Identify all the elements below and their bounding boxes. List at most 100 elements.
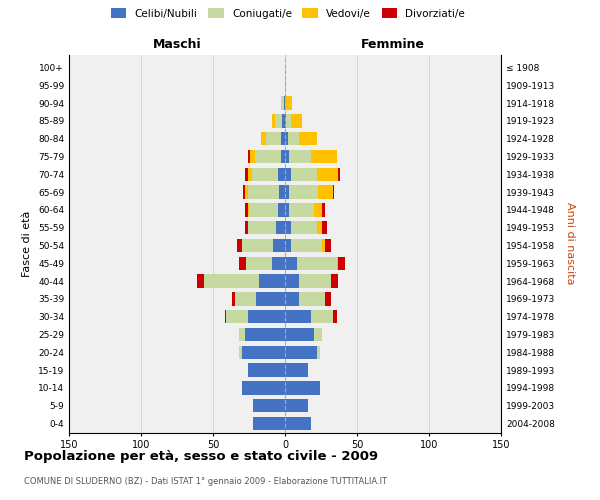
Bar (291, 168, 317, 181)
Bar (245, 168, 248, 181)
Bar (337, 256, 338, 270)
Bar (250, 150, 255, 163)
Bar (332, 310, 337, 324)
Bar (248, 150, 250, 163)
Bar (274, 239, 285, 252)
Bar (285, 364, 308, 377)
Text: Popolazione per età, sesso e stato civile - 2009: Popolazione per età, sesso e stato civil… (24, 450, 378, 463)
Bar (318, 186, 332, 199)
Bar (248, 310, 285, 324)
Bar (281, 132, 285, 145)
Bar (286, 114, 291, 128)
Bar (197, 274, 205, 288)
Bar (248, 364, 285, 377)
Bar (245, 221, 248, 234)
Bar (285, 274, 299, 288)
Bar (285, 328, 314, 341)
Bar (285, 221, 291, 234)
Bar (281, 96, 284, 110)
Bar (289, 203, 314, 216)
Bar (331, 274, 338, 288)
Bar (275, 114, 282, 128)
Bar (296, 256, 337, 270)
Bar (239, 346, 242, 359)
Bar (289, 186, 318, 199)
Text: Maschi: Maschi (152, 38, 202, 52)
Bar (277, 221, 285, 234)
Bar (285, 256, 296, 270)
Bar (245, 203, 248, 216)
Bar (252, 168, 278, 181)
Bar (242, 346, 285, 359)
Bar (288, 132, 299, 145)
Bar (248, 168, 252, 181)
Bar (239, 256, 246, 270)
Bar (299, 292, 325, 306)
Bar (246, 256, 272, 270)
Bar (322, 203, 325, 216)
Bar (325, 292, 331, 306)
Bar (338, 168, 340, 181)
Bar (285, 168, 291, 181)
Bar (311, 310, 332, 324)
Bar (299, 132, 317, 145)
Y-axis label: Anni di nascita: Anni di nascita (565, 202, 575, 285)
Bar (279, 186, 285, 199)
Bar (205, 274, 259, 288)
Bar (253, 399, 285, 412)
Bar (239, 328, 245, 341)
Bar (256, 292, 285, 306)
Bar (278, 203, 285, 216)
Bar (286, 96, 292, 110)
Bar (272, 256, 285, 270)
Bar (285, 239, 291, 252)
Bar (299, 274, 331, 288)
Bar (259, 274, 285, 288)
Bar (285, 114, 286, 128)
Bar (338, 256, 346, 270)
Bar (226, 310, 248, 324)
Bar (285, 382, 320, 394)
Bar (282, 114, 285, 128)
Bar (332, 186, 334, 199)
Bar (266, 132, 281, 145)
Text: COMUNE DI SLUDERNO (BZ) - Dati ISTAT 1° gennaio 2009 - Elaborazione TUTTITALIA.I: COMUNE DI SLUDERNO (BZ) - Dati ISTAT 1° … (24, 478, 387, 486)
Bar (317, 221, 322, 234)
Text: Femmine: Femmine (361, 38, 425, 52)
Bar (255, 150, 281, 163)
Bar (281, 150, 285, 163)
Bar (285, 132, 288, 145)
Bar (242, 239, 274, 252)
Bar (317, 346, 320, 359)
Bar (289, 150, 311, 163)
Bar (242, 382, 285, 394)
Bar (285, 399, 308, 412)
Bar (284, 96, 285, 110)
Bar (260, 132, 266, 145)
Bar (285, 150, 289, 163)
Bar (285, 78, 286, 92)
Bar (238, 239, 242, 252)
Bar (322, 221, 327, 234)
Bar (272, 114, 275, 128)
Bar (322, 239, 325, 252)
Bar (278, 168, 285, 181)
Bar (314, 203, 322, 216)
Bar (291, 221, 317, 234)
Bar (243, 186, 245, 199)
Bar (314, 328, 322, 341)
Y-axis label: Fasce di età: Fasce di età (22, 210, 32, 277)
Bar (248, 186, 279, 199)
Bar (285, 96, 286, 110)
Legend: Celibi/Nubili, Coniugati/e, Vedovi/e, Divorziati/e: Celibi/Nubili, Coniugati/e, Vedovi/e, Di… (107, 5, 469, 21)
Bar (248, 221, 277, 234)
Bar (285, 346, 317, 359)
Bar (224, 310, 226, 324)
Bar (317, 168, 338, 181)
Bar (248, 203, 249, 216)
Bar (249, 203, 278, 216)
Bar (235, 292, 256, 306)
Bar (245, 328, 285, 341)
Bar (291, 114, 302, 128)
Bar (285, 186, 289, 199)
